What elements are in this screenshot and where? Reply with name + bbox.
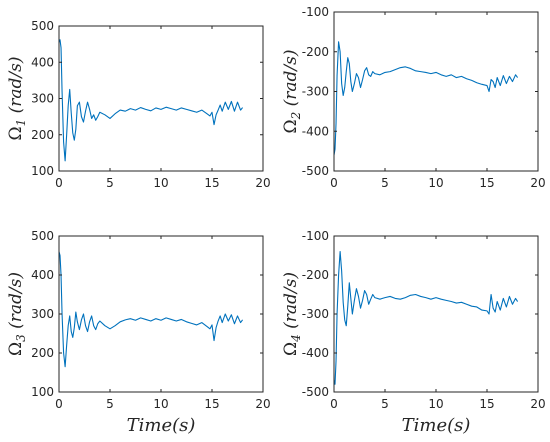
x-tick-label: 15	[204, 176, 219, 190]
y-tick-label: -400	[302, 346, 329, 360]
y-label-subscript: 4	[289, 334, 303, 343]
x-tick-label: 10	[428, 176, 443, 190]
y-tick-label: -500	[302, 385, 329, 399]
y-axis-label-omega1: Ω1 (rad/s)	[6, 56, 28, 140]
y-label-subscript: 2	[289, 112, 303, 121]
x-axis-label-omega3: Time(s)	[127, 415, 196, 436]
y-tick-label: 200	[31, 128, 54, 142]
x-tick-label: 0	[55, 176, 63, 190]
y-tick-label: 100	[31, 385, 54, 399]
x-tick-label: 5	[381, 397, 389, 411]
y-tick-label: 400	[31, 55, 54, 69]
y-tick-label: -400	[302, 124, 329, 138]
y-label-symbol: Ω	[6, 342, 26, 356]
x-tick-label: 0	[55, 397, 63, 411]
x-tick-label: 0	[330, 397, 338, 411]
axes-box-omega3	[58, 235, 264, 393]
panel-omega1: 0 5 10 15 20 100 200 300 400 500 Ω1 (rad/s)	[6, 19, 271, 190]
y-label-symbol: Ω	[281, 342, 301, 356]
x-tick-label: 15	[479, 176, 494, 190]
x-tick-label: 20	[255, 176, 270, 190]
y-tick-label: 100	[31, 164, 54, 178]
x-tick-label: 5	[381, 176, 389, 190]
y-label-unit: (rad/s)	[281, 49, 301, 111]
panel-omega4: 0 5 10 15 20 -500 -400 -300 -200 -100 Ω4 (rad/s) Ti…	[281, 229, 546, 436]
series-line-omega1-0	[58, 39, 244, 162]
y-axis-label-omega2: Ω2 (rad/s)	[281, 49, 303, 133]
y-tick-label: -200	[302, 45, 329, 59]
panel-omega3: 0 5 10 15 20 100 200 300 400 500 Ω3 (rad/s) Time(s)	[6, 229, 271, 436]
y-tick-label: -500	[302, 164, 329, 178]
y-tick-label: -100	[302, 5, 329, 19]
x-tick-label: 20	[530, 397, 545, 411]
x-tick-label: 5	[106, 397, 114, 411]
y-tick-label: 200	[31, 346, 54, 360]
y-axis-label-omega3: Ω3 (rad/s)	[6, 272, 28, 356]
x-tick-label: 10	[153, 397, 168, 411]
y-tick-label: 300	[31, 92, 54, 106]
y-label-unit: (rad/s)	[6, 272, 26, 334]
y-label-subscript: 3	[14, 334, 28, 342]
y-tick-label: -200	[302, 268, 329, 282]
series-line-omega4-0	[333, 251, 519, 385]
series-line-omega2-0	[333, 41, 519, 156]
x-tick-label: 0	[330, 176, 338, 190]
y-tick-label: 300	[31, 307, 54, 321]
y-label-symbol: Ω	[281, 119, 301, 133]
x-axis-label-omega4: Time(s)	[402, 415, 471, 436]
y-label-subscript: 1	[14, 119, 28, 127]
x-tick-label: 20	[530, 176, 545, 190]
y-tick-label: -300	[302, 307, 329, 321]
y-tick-label: -100	[302, 229, 329, 243]
y-tick-label: 500	[31, 19, 54, 33]
y-tick-label: 400	[31, 268, 54, 282]
y-label-unit: (rad/s)	[6, 56, 26, 118]
x-tick-label: 15	[479, 397, 494, 411]
x-tick-label: 10	[428, 397, 443, 411]
y-tick-label: -300	[302, 85, 329, 99]
x-tick-label: 5	[106, 176, 114, 190]
y-label-symbol: Ω	[6, 126, 26, 140]
panel-omega2: 0 5 10 15 20 -500 -400 -300 -200 -100 Ω2 (rad/s)	[281, 5, 546, 190]
y-axis-label-omega4: Ω4 (rad/s)	[281, 272, 303, 356]
y-tick-label: 500	[31, 229, 54, 243]
y-label-unit: (rad/s)	[281, 272, 301, 334]
x-tick-label: 15	[204, 397, 219, 411]
series-line-omega3-0	[58, 251, 244, 368]
x-tick-label: 20	[255, 397, 270, 411]
axes-box-omega4	[333, 235, 539, 393]
axes-box-omega2	[333, 11, 539, 172]
x-tick-label: 10	[153, 176, 168, 190]
axes-box-omega1	[58, 25, 264, 172]
